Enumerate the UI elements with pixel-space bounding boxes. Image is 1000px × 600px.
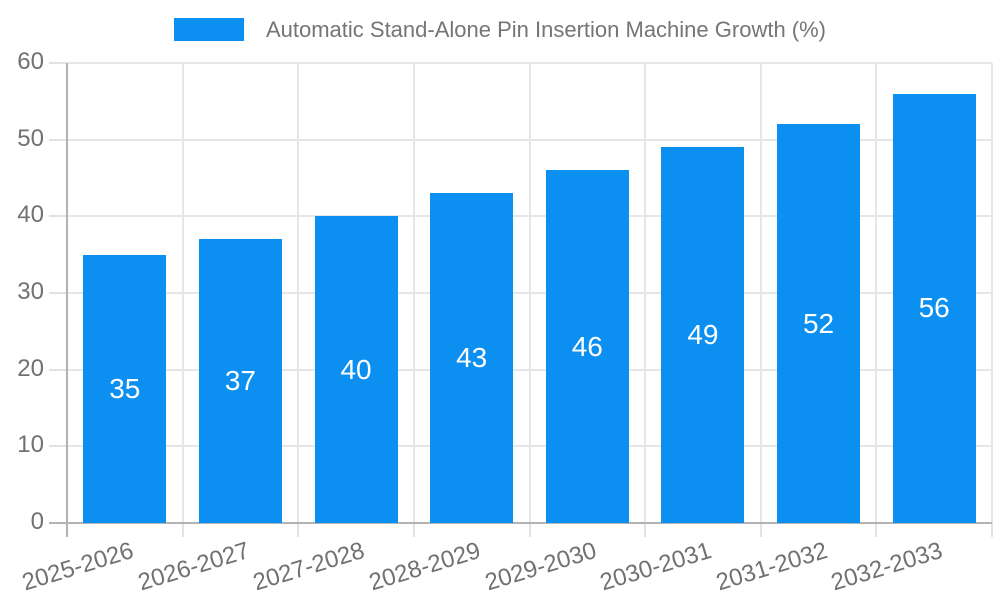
- y-axis-label: 50: [17, 124, 44, 152]
- bar-2032-2033: [892, 93, 976, 523]
- x-axis-label: 2026-2027: [134, 537, 253, 597]
- y-axis-label: 0: [30, 507, 44, 535]
- x-axis-label: 2025-2026: [19, 537, 137, 597]
- x-axis-tick: [875, 523, 878, 537]
- bar-2030-2031: [661, 147, 745, 523]
- x-axis-tick: [297, 523, 300, 537]
- x-axis-tick: [412, 523, 415, 537]
- bar-value-label: 40: [340, 353, 372, 385]
- x-axis-label: 2030-2031: [597, 537, 715, 597]
- y-axis-label: 30: [17, 277, 44, 305]
- y-axis-label: 40: [17, 201, 44, 229]
- y-axis-tick: [49, 215, 67, 218]
- x-axis-line: [49, 522, 992, 524]
- v-gridline: [297, 63, 300, 523]
- v-gridline: [528, 63, 531, 523]
- bar-2031-2032: [777, 124, 861, 523]
- x-axis-tick: [644, 523, 647, 537]
- x-axis-label: 2031-2032: [712, 537, 831, 597]
- chart-legend[interactable]: Automatic Stand-Alone Pin Insertion Mach…: [0, 17, 1000, 42]
- y-axis-tick: [49, 368, 67, 371]
- v-gridline: [759, 63, 762, 523]
- bar-2026-2027: [198, 239, 282, 523]
- y-axis-tick: [49, 292, 67, 294]
- v-gridline: [991, 63, 993, 523]
- bar-value-label: 49: [687, 319, 719, 351]
- x-axis-tick: [181, 523, 184, 537]
- v-gridline: [181, 63, 184, 523]
- bar-2027-2028: [314, 216, 398, 523]
- x-axis-tick: [759, 523, 762, 537]
- bar-value-label: 35: [109, 372, 141, 404]
- x-axis-label: 2027-2028: [250, 537, 368, 597]
- x-axis-label: 2029-2030: [481, 537, 600, 597]
- bar-value-label: 43: [456, 342, 488, 374]
- y-axis-label: 10: [17, 431, 44, 459]
- v-gridline: [412, 63, 415, 523]
- bar-value-label: 37: [224, 365, 257, 397]
- bar-2029-2030: [545, 170, 629, 523]
- bar-value-label: 46: [571, 330, 603, 362]
- y-axis-label: 60: [17, 47, 44, 75]
- legend-label: Automatic Stand-Alone Pin Insertion Mach…: [265, 16, 827, 42]
- y-axis-tick: [49, 138, 67, 141]
- x-axis-tick: [991, 523, 993, 537]
- x-axis-label: 2032-2033: [828, 537, 947, 597]
- v-gridline: [875, 63, 878, 523]
- bar-2025-2026: [83, 254, 167, 523]
- y-axis-tick: [49, 62, 67, 64]
- v-gridline: [644, 63, 647, 523]
- bar-2028-2029: [430, 193, 514, 523]
- x-axis-tick: [528, 523, 531, 537]
- legend-swatch: [173, 18, 244, 41]
- bar-value-label: 52: [802, 307, 835, 339]
- bar-value-label: 56: [918, 292, 950, 324]
- y-axis-line: [66, 63, 68, 537]
- y-axis-tick: [49, 445, 67, 448]
- x-axis-label: 2028-2029: [365, 537, 484, 597]
- y-axis-label: 20: [17, 354, 44, 382]
